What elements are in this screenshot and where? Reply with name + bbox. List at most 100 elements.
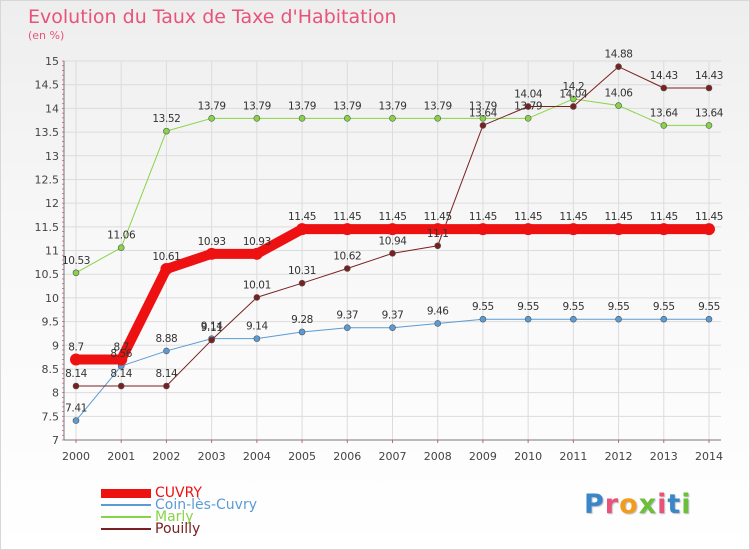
data-point (660, 122, 668, 129)
y-tick-label: 12 (45, 197, 59, 210)
x-tick-label: 2005 (288, 450, 316, 463)
data-point (570, 315, 577, 323)
x-tick-label: 2004 (243, 450, 271, 463)
data-point (343, 324, 351, 332)
data-label: 9.14 (201, 321, 223, 333)
logo-letter: P (584, 489, 605, 520)
x-tick-label: 2006 (333, 450, 361, 463)
y-tick-label: 7.5 (42, 410, 60, 423)
data-label: 9.37 (336, 310, 358, 322)
y-tick-label: 13.5 (35, 126, 60, 139)
data-point (298, 279, 306, 287)
data-label: 9.55 (653, 301, 675, 313)
data-point (612, 223, 625, 236)
data-point (250, 247, 263, 260)
data-label: 11.45 (469, 211, 497, 223)
x-tick-label: 2009 (469, 450, 497, 463)
legend-swatch (101, 528, 151, 530)
data-point (117, 382, 125, 390)
data-point (208, 115, 215, 122)
data-label: 10.31 (288, 265, 316, 277)
data-point (205, 247, 218, 260)
y-tick-label: 15 (45, 55, 59, 68)
data-point (298, 328, 306, 336)
data-label: 9.55 (698, 301, 720, 313)
x-tick-label: 2007 (379, 450, 407, 463)
y-tick-label: 14.5 (35, 79, 60, 92)
data-label: 9.37 (382, 310, 404, 322)
data-label: 8.14 (65, 368, 87, 380)
legend-item: Marly (101, 509, 361, 525)
data-point (524, 115, 532, 122)
data-label: 9.55 (608, 301, 630, 313)
data-point (705, 315, 713, 323)
y-tick-label: 12.5 (35, 173, 60, 186)
data-label: 11.45 (695, 211, 723, 223)
data-point (524, 315, 532, 323)
data-label: 11.45 (378, 211, 406, 223)
data-label: 11.45 (650, 211, 678, 223)
data-label: 13.79 (333, 100, 361, 112)
data-label: 11.45 (288, 211, 316, 223)
y-tick-label: 10.5 (35, 268, 60, 281)
data-point (479, 115, 487, 122)
y-tick-label: 11 (45, 245, 59, 258)
data-point (160, 262, 173, 275)
x-tick-label: 2010 (514, 450, 542, 463)
data-point (705, 84, 713, 92)
data-label: 14.43 (695, 70, 723, 82)
y-tick-label: 8.5 (42, 363, 60, 376)
data-point (163, 382, 170, 390)
data-label: 9.14 (246, 321, 268, 333)
legend-label: Coin-lès-Cuvry (155, 497, 257, 513)
data-label: 13.52 (152, 113, 180, 125)
y-tick-label: 9 (52, 339, 59, 352)
data-point (72, 382, 80, 390)
proxiti-logo: Proxiti (584, 489, 692, 520)
x-tick-label: 2014 (695, 450, 723, 463)
legend-label: Marly (155, 509, 194, 525)
x-tick-label: 2002 (152, 450, 180, 463)
data-label: 9.46 (427, 305, 449, 317)
data-point (72, 269, 80, 277)
x-tick-label: 2011 (559, 450, 587, 463)
data-point (703, 223, 715, 236)
data-point (298, 115, 306, 122)
legend: CUVRY Coin-lès-Cuvry Marly Pouilly (101, 485, 361, 537)
logo-letter: t (667, 489, 682, 520)
data-label: 13.79 (198, 100, 226, 112)
data-point (296, 223, 309, 236)
data-label: 14.04 (514, 88, 543, 100)
data-point (615, 63, 622, 70)
data-point (253, 115, 261, 122)
data-label: 14.06 (605, 88, 634, 100)
data-point (570, 103, 577, 110)
data-point (705, 122, 713, 129)
x-tick-label: 2000 (62, 450, 90, 463)
data-label: 13.79 (378, 100, 406, 112)
data-point (117, 244, 125, 251)
y-tick-label: 11.5 (35, 221, 60, 234)
logo-letter: i (657, 489, 668, 520)
data-label: 10.93 (243, 236, 271, 248)
data-label: 11.45 (605, 211, 633, 223)
legend-swatch (101, 504, 151, 506)
data-point (434, 320, 442, 327)
logo-letter: i (681, 489, 692, 520)
data-label: 14.04 (559, 88, 588, 100)
y-tick-label: 9.5 (42, 316, 60, 329)
data-label: 13.79 (288, 100, 316, 112)
data-label: 14.43 (650, 70, 678, 82)
data-label: 11.45 (333, 211, 361, 223)
data-point (70, 353, 82, 366)
data-point (389, 115, 396, 122)
data-label: 14.88 (605, 49, 633, 61)
data-label: 10.53 (62, 255, 90, 267)
legend-swatch (101, 516, 151, 518)
data-label: 10.94 (378, 235, 407, 247)
x-tick-label: 2001 (107, 450, 135, 463)
legend-item: CUVRY (101, 485, 361, 501)
data-point (343, 115, 351, 122)
x-tick-label: 2013 (650, 450, 678, 463)
